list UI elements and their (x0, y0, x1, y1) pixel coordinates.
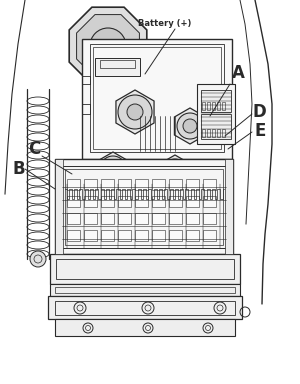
Bar (169, 179, 182, 190)
Bar (207, 102, 210, 110)
Bar (101, 213, 114, 224)
Circle shape (90, 28, 126, 64)
Bar (82, 39, 232, 159)
Bar (100, 60, 135, 68)
Bar (203, 230, 216, 241)
Bar (84, 230, 97, 241)
Bar (152, 179, 165, 190)
Bar (67, 196, 80, 207)
Polygon shape (76, 15, 140, 78)
Circle shape (30, 251, 46, 267)
Bar (135, 196, 148, 207)
Bar (186, 196, 199, 207)
Bar (202, 129, 205, 137)
Circle shape (118, 95, 152, 129)
Circle shape (162, 159, 188, 185)
Polygon shape (116, 90, 154, 134)
Polygon shape (160, 155, 190, 189)
Bar (55, 319, 235, 336)
Polygon shape (98, 152, 128, 186)
Bar (135, 179, 148, 190)
Bar (212, 102, 215, 110)
Bar (186, 230, 199, 241)
Bar (212, 129, 215, 137)
Circle shape (127, 104, 143, 120)
Bar (65, 169, 223, 245)
Bar (55, 159, 63, 254)
Bar (203, 213, 216, 224)
Text: Battery (+): Battery (+) (138, 19, 191, 28)
Text: E: E (254, 122, 266, 140)
Bar (186, 213, 199, 224)
Circle shape (177, 113, 203, 139)
Bar (222, 129, 225, 137)
Bar (55, 159, 233, 254)
Bar (118, 230, 131, 241)
Bar (169, 213, 182, 224)
Bar (50, 254, 240, 284)
Bar (95, 58, 140, 76)
Bar (225, 159, 233, 254)
Bar (202, 102, 205, 110)
Bar (203, 179, 216, 190)
Bar (118, 179, 131, 190)
Bar (201, 90, 231, 112)
Bar (55, 301, 235, 315)
Bar (84, 213, 97, 224)
Bar (201, 114, 231, 139)
Text: B: B (12, 160, 25, 178)
Bar (203, 196, 216, 207)
Circle shape (183, 119, 197, 133)
Bar (217, 102, 220, 110)
Bar (118, 213, 131, 224)
Bar (48, 296, 242, 319)
Bar (118, 196, 131, 207)
Bar (93, 47, 221, 149)
Bar (152, 230, 165, 241)
Bar (84, 179, 97, 190)
Bar (55, 287, 235, 293)
Bar (135, 213, 148, 224)
Bar (169, 230, 182, 241)
Bar (217, 129, 220, 137)
Bar (50, 284, 240, 296)
Bar (101, 196, 114, 207)
Circle shape (100, 156, 126, 182)
Bar (135, 230, 148, 241)
Bar (207, 129, 210, 137)
Circle shape (107, 163, 119, 175)
Text: A: A (232, 64, 245, 82)
Bar (169, 196, 182, 207)
Bar (62, 166, 226, 248)
Bar (56, 259, 234, 279)
Bar (152, 196, 165, 207)
Bar (67, 213, 80, 224)
Bar (152, 213, 165, 224)
Polygon shape (174, 108, 206, 144)
Circle shape (169, 166, 181, 178)
Bar (197, 84, 235, 144)
Bar (222, 102, 225, 110)
Bar (186, 179, 199, 190)
Polygon shape (69, 7, 147, 85)
Text: C: C (28, 140, 40, 158)
Bar (101, 230, 114, 241)
Bar (84, 196, 97, 207)
Bar (90, 44, 224, 152)
Bar (101, 179, 114, 190)
Bar (67, 230, 80, 241)
Text: D: D (253, 103, 267, 121)
Bar (67, 179, 80, 190)
